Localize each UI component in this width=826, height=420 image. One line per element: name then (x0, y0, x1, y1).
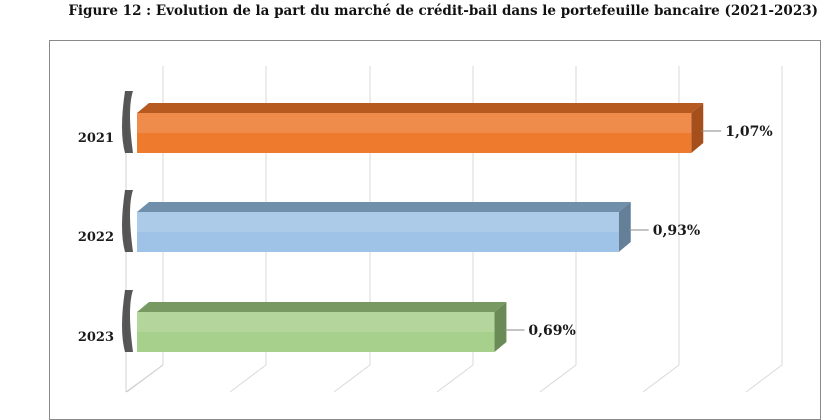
bar-shadow (122, 190, 133, 252)
bar-top-face (137, 103, 704, 113)
gridline-floor (539, 364, 577, 393)
bar-side-face (618, 202, 631, 252)
gridline-floor (229, 364, 267, 393)
bar-2023 (137, 312, 495, 352)
bar-highlight (137, 113, 692, 133)
data-label-2022: 0,93% (653, 223, 700, 239)
bar-side-face (494, 302, 507, 352)
category-label-2021: 2021 (78, 131, 114, 146)
bar-chart: 1,07% 2021 0,93% 2022 0,69% 2023 (78, 66, 783, 393)
category-label-2022: 2022 (78, 230, 114, 245)
bar-highlight (137, 212, 619, 232)
data-label-2023: 0,69% (528, 323, 575, 339)
bar-2022 (137, 212, 619, 252)
floor-edge (125, 364, 164, 393)
data-label-2021: 1,07% (725, 124, 772, 140)
bar-2021 (137, 113, 692, 153)
category-label-2023: 2023 (78, 330, 114, 345)
gridline-floor (436, 364, 474, 393)
gridline-floor (333, 364, 371, 393)
gridline-floor (745, 364, 783, 393)
gridline-floor (642, 364, 680, 393)
bar-top-face (137, 202, 631, 212)
bar-shadow (122, 290, 133, 352)
bar-shadow (122, 91, 133, 153)
bar-top-face (137, 302, 507, 312)
chart-title: Figure 12 : Evolution de la part du marc… (68, 3, 818, 19)
bar-highlight (137, 312, 495, 332)
bar-side-face (691, 103, 704, 153)
